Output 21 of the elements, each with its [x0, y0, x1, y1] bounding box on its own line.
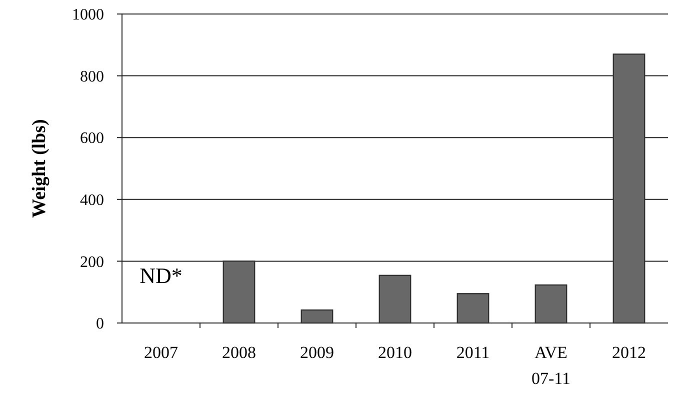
x-tick-label: 2010 — [378, 343, 412, 362]
y-tick-label: 400 — [80, 192, 104, 209]
bar — [534, 284, 568, 324]
annotation: ND* — [140, 263, 182, 288]
x-tick-label: 2009 — [300, 343, 334, 362]
bar — [222, 260, 256, 324]
y-tick-label: 800 — [80, 68, 104, 86]
x-tick-label: 2008 — [222, 343, 256, 362]
y-tick-label: 0 — [96, 316, 104, 333]
bar — [456, 293, 490, 324]
bar — [378, 274, 412, 324]
y-tick-label: 1000 — [72, 6, 104, 24]
y-tick-label: 200 — [80, 254, 104, 271]
x-tick-label: 2012 — [612, 343, 646, 362]
y-tick-label: 600 — [80, 130, 104, 148]
x-tick-label: AVE 07-11 — [531, 343, 571, 388]
x-tick-label: 2011 — [456, 343, 490, 362]
bar — [300, 309, 334, 324]
x-tick-label: 2007 — [144, 343, 178, 362]
y-axis-title: Weight (lbs) — [29, 119, 50, 218]
bar — [612, 54, 646, 324]
